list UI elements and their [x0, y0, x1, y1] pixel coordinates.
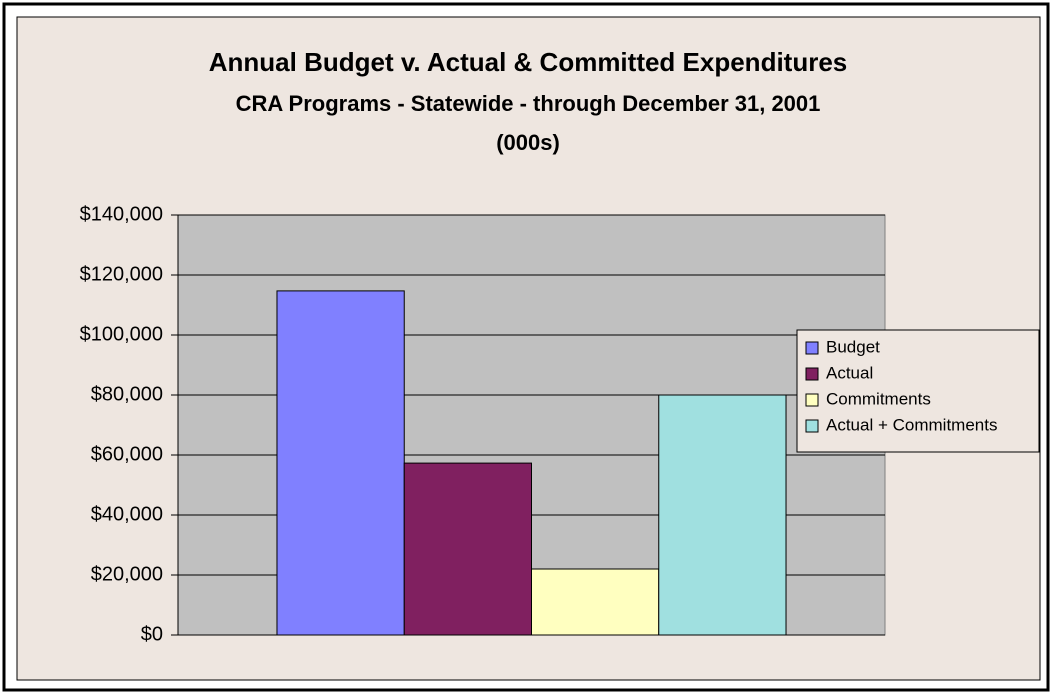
y-tick-label: $80,000 [91, 383, 163, 405]
chart-subtitle: (000s) [496, 130, 560, 155]
legend-label: Budget [826, 337, 880, 356]
legend-swatch [805, 419, 819, 433]
y-tick-label: $60,000 [91, 443, 163, 465]
chart-title: Annual Budget v. Actual & Committed Expe… [209, 47, 848, 77]
y-tick-label: $140,000 [80, 203, 163, 225]
legend-swatch [805, 341, 819, 355]
legend-label: Commitments [826, 389, 931, 408]
bar [403, 462, 532, 636]
y-tick-label: $20,000 [91, 563, 163, 585]
legend-swatch [805, 393, 819, 407]
bar [658, 394, 787, 636]
chart-subtitle: CRA Programs - Statewide - through Decem… [236, 91, 821, 116]
bar [276, 290, 405, 636]
bar [531, 568, 660, 636]
y-tick-label: $40,000 [91, 503, 163, 525]
legend-swatch [805, 367, 819, 381]
y-tick-label: $100,000 [80, 323, 163, 345]
legend-label: Actual + Commitments [826, 415, 997, 434]
y-tick-label: $0 [141, 623, 163, 645]
legend-label: Actual [826, 363, 873, 382]
legend-box [796, 329, 1040, 453]
y-tick-label: $120,000 [80, 263, 163, 285]
